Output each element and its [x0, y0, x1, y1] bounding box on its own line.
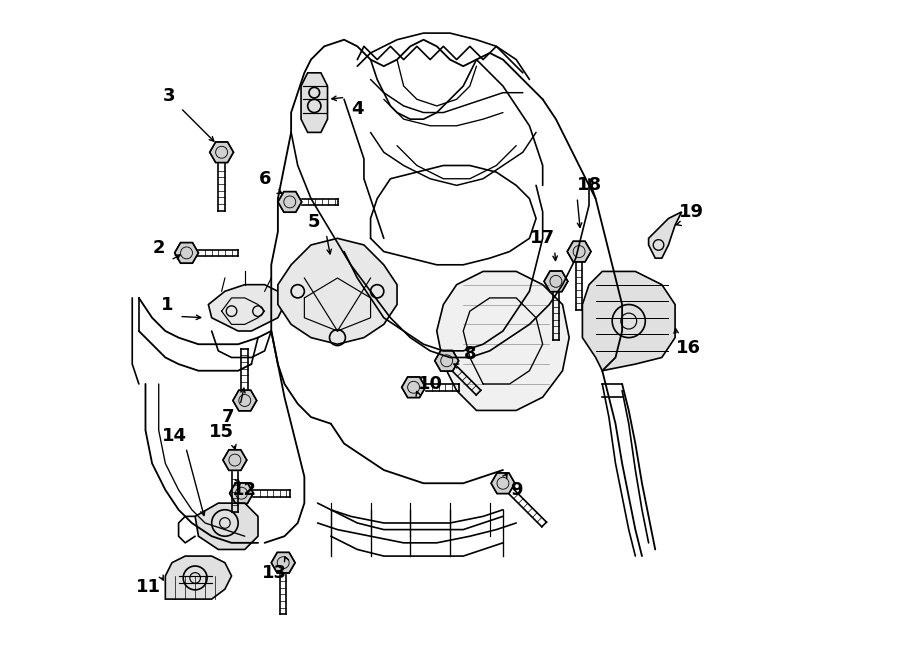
Text: 4: 4: [351, 100, 364, 118]
Text: 3: 3: [162, 87, 175, 105]
Polygon shape: [223, 449, 247, 471]
Polygon shape: [302, 73, 328, 132]
Polygon shape: [166, 556, 231, 599]
Text: 1: 1: [161, 295, 174, 314]
Polygon shape: [175, 242, 198, 263]
Text: 12: 12: [232, 481, 257, 499]
Polygon shape: [230, 483, 254, 504]
Text: 19: 19: [680, 203, 704, 221]
Text: 10: 10: [418, 375, 443, 393]
Polygon shape: [278, 191, 302, 213]
Text: 2: 2: [152, 239, 165, 258]
Text: 11: 11: [136, 578, 161, 596]
Polygon shape: [567, 241, 591, 262]
Text: 13: 13: [262, 563, 287, 582]
Polygon shape: [209, 285, 284, 331]
Polygon shape: [278, 238, 397, 344]
Text: 16: 16: [676, 338, 701, 357]
Polygon shape: [195, 503, 258, 549]
Polygon shape: [582, 271, 675, 371]
Text: 5: 5: [308, 213, 320, 231]
Polygon shape: [649, 212, 681, 258]
Polygon shape: [233, 390, 256, 411]
Text: 9: 9: [510, 481, 522, 499]
Text: 15: 15: [209, 422, 234, 441]
Text: 7: 7: [222, 408, 235, 426]
Text: 17: 17: [530, 229, 555, 248]
Text: 18: 18: [577, 176, 601, 195]
Text: 6: 6: [258, 169, 271, 188]
Polygon shape: [210, 142, 233, 163]
Polygon shape: [544, 271, 568, 292]
Text: 8: 8: [464, 345, 476, 363]
Polygon shape: [491, 473, 515, 494]
Text: 14: 14: [161, 426, 186, 445]
Polygon shape: [436, 271, 569, 410]
Polygon shape: [271, 552, 295, 573]
Polygon shape: [401, 377, 426, 398]
Polygon shape: [435, 350, 459, 371]
